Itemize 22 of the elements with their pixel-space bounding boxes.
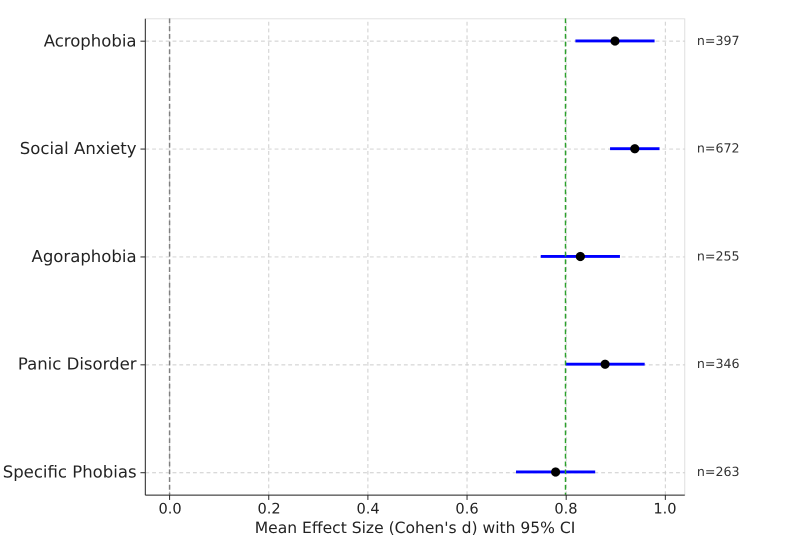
x-axis-title: Mean Effect Size (Cohen's d) with 95% CI	[254, 518, 576, 537]
y-tick-label: Social Anxiety	[20, 139, 137, 158]
point	[630, 144, 640, 154]
text: n=672	[696, 140, 740, 156]
y-tick-label: Panic Disorder	[18, 354, 137, 374]
x-tick-label: 0.6	[455, 500, 479, 518]
x-tick-label: 0.0	[158, 500, 182, 518]
y-tick-label: Acrophobia	[44, 31, 137, 50]
point	[610, 36, 620, 46]
y-tick-label: Specific Phobias	[2, 462, 137, 482]
y-tick-label: Agoraphobia	[32, 246, 137, 266]
x-tick-label: 0.2	[257, 500, 281, 518]
x-tick-label: 0.4	[356, 500, 380, 518]
point	[550, 467, 560, 477]
x-tick-label: 0.8	[554, 500, 578, 518]
text: n=346	[696, 356, 740, 372]
point	[576, 252, 585, 262]
point	[600, 360, 610, 369]
text: n=263	[696, 464, 740, 479]
text: n=255	[696, 248, 740, 264]
x-tick-label: 1.0	[653, 500, 677, 518]
text: n=397	[696, 32, 740, 48]
